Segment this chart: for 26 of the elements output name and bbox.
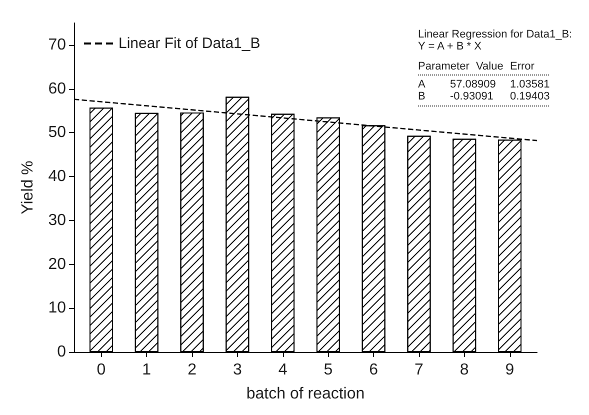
y-tick-label: 10 [48,300,66,317]
text: B -0.93091 0.19403 [418,90,550,102]
x-tick-label: 4 [278,362,288,378]
x-axis-title: batch of reaction [246,386,365,402]
x-tick-label: 1 [142,362,152,378]
text: A 57.08909 1.03581 [418,78,550,90]
y-axis-title: Yield % [20,160,36,214]
annotation: Parameter Value Error [418,60,535,72]
x-tick-label: 6 [369,362,378,378]
legend-label: Linear Fit of Data1_B [118,35,260,52]
annotation: Y = A + B * X [418,40,482,52]
y-tick-label: 30 [48,212,66,229]
x-tick-label: 5 [324,362,333,378]
y-tick-label: 0 [57,344,66,360]
y-tick-label: 70 [48,36,66,54]
x-tick-label: 2 [188,362,197,378]
y-tick-label: 50 [48,124,66,142]
annotation: Linear Regression for Data1_B: [418,28,572,40]
x-tick-label: 8 [460,362,469,378]
x-tick-label: 3 [232,362,242,378]
x-tick-label: 9 [505,362,514,378]
y-tick-label: 40 [48,168,66,186]
y-tick-label: 20 [48,256,66,273]
x-tick-label: 0 [96,362,106,378]
x-tick-label: 7 [414,362,424,378]
y-tick-label: 60 [48,80,66,98]
